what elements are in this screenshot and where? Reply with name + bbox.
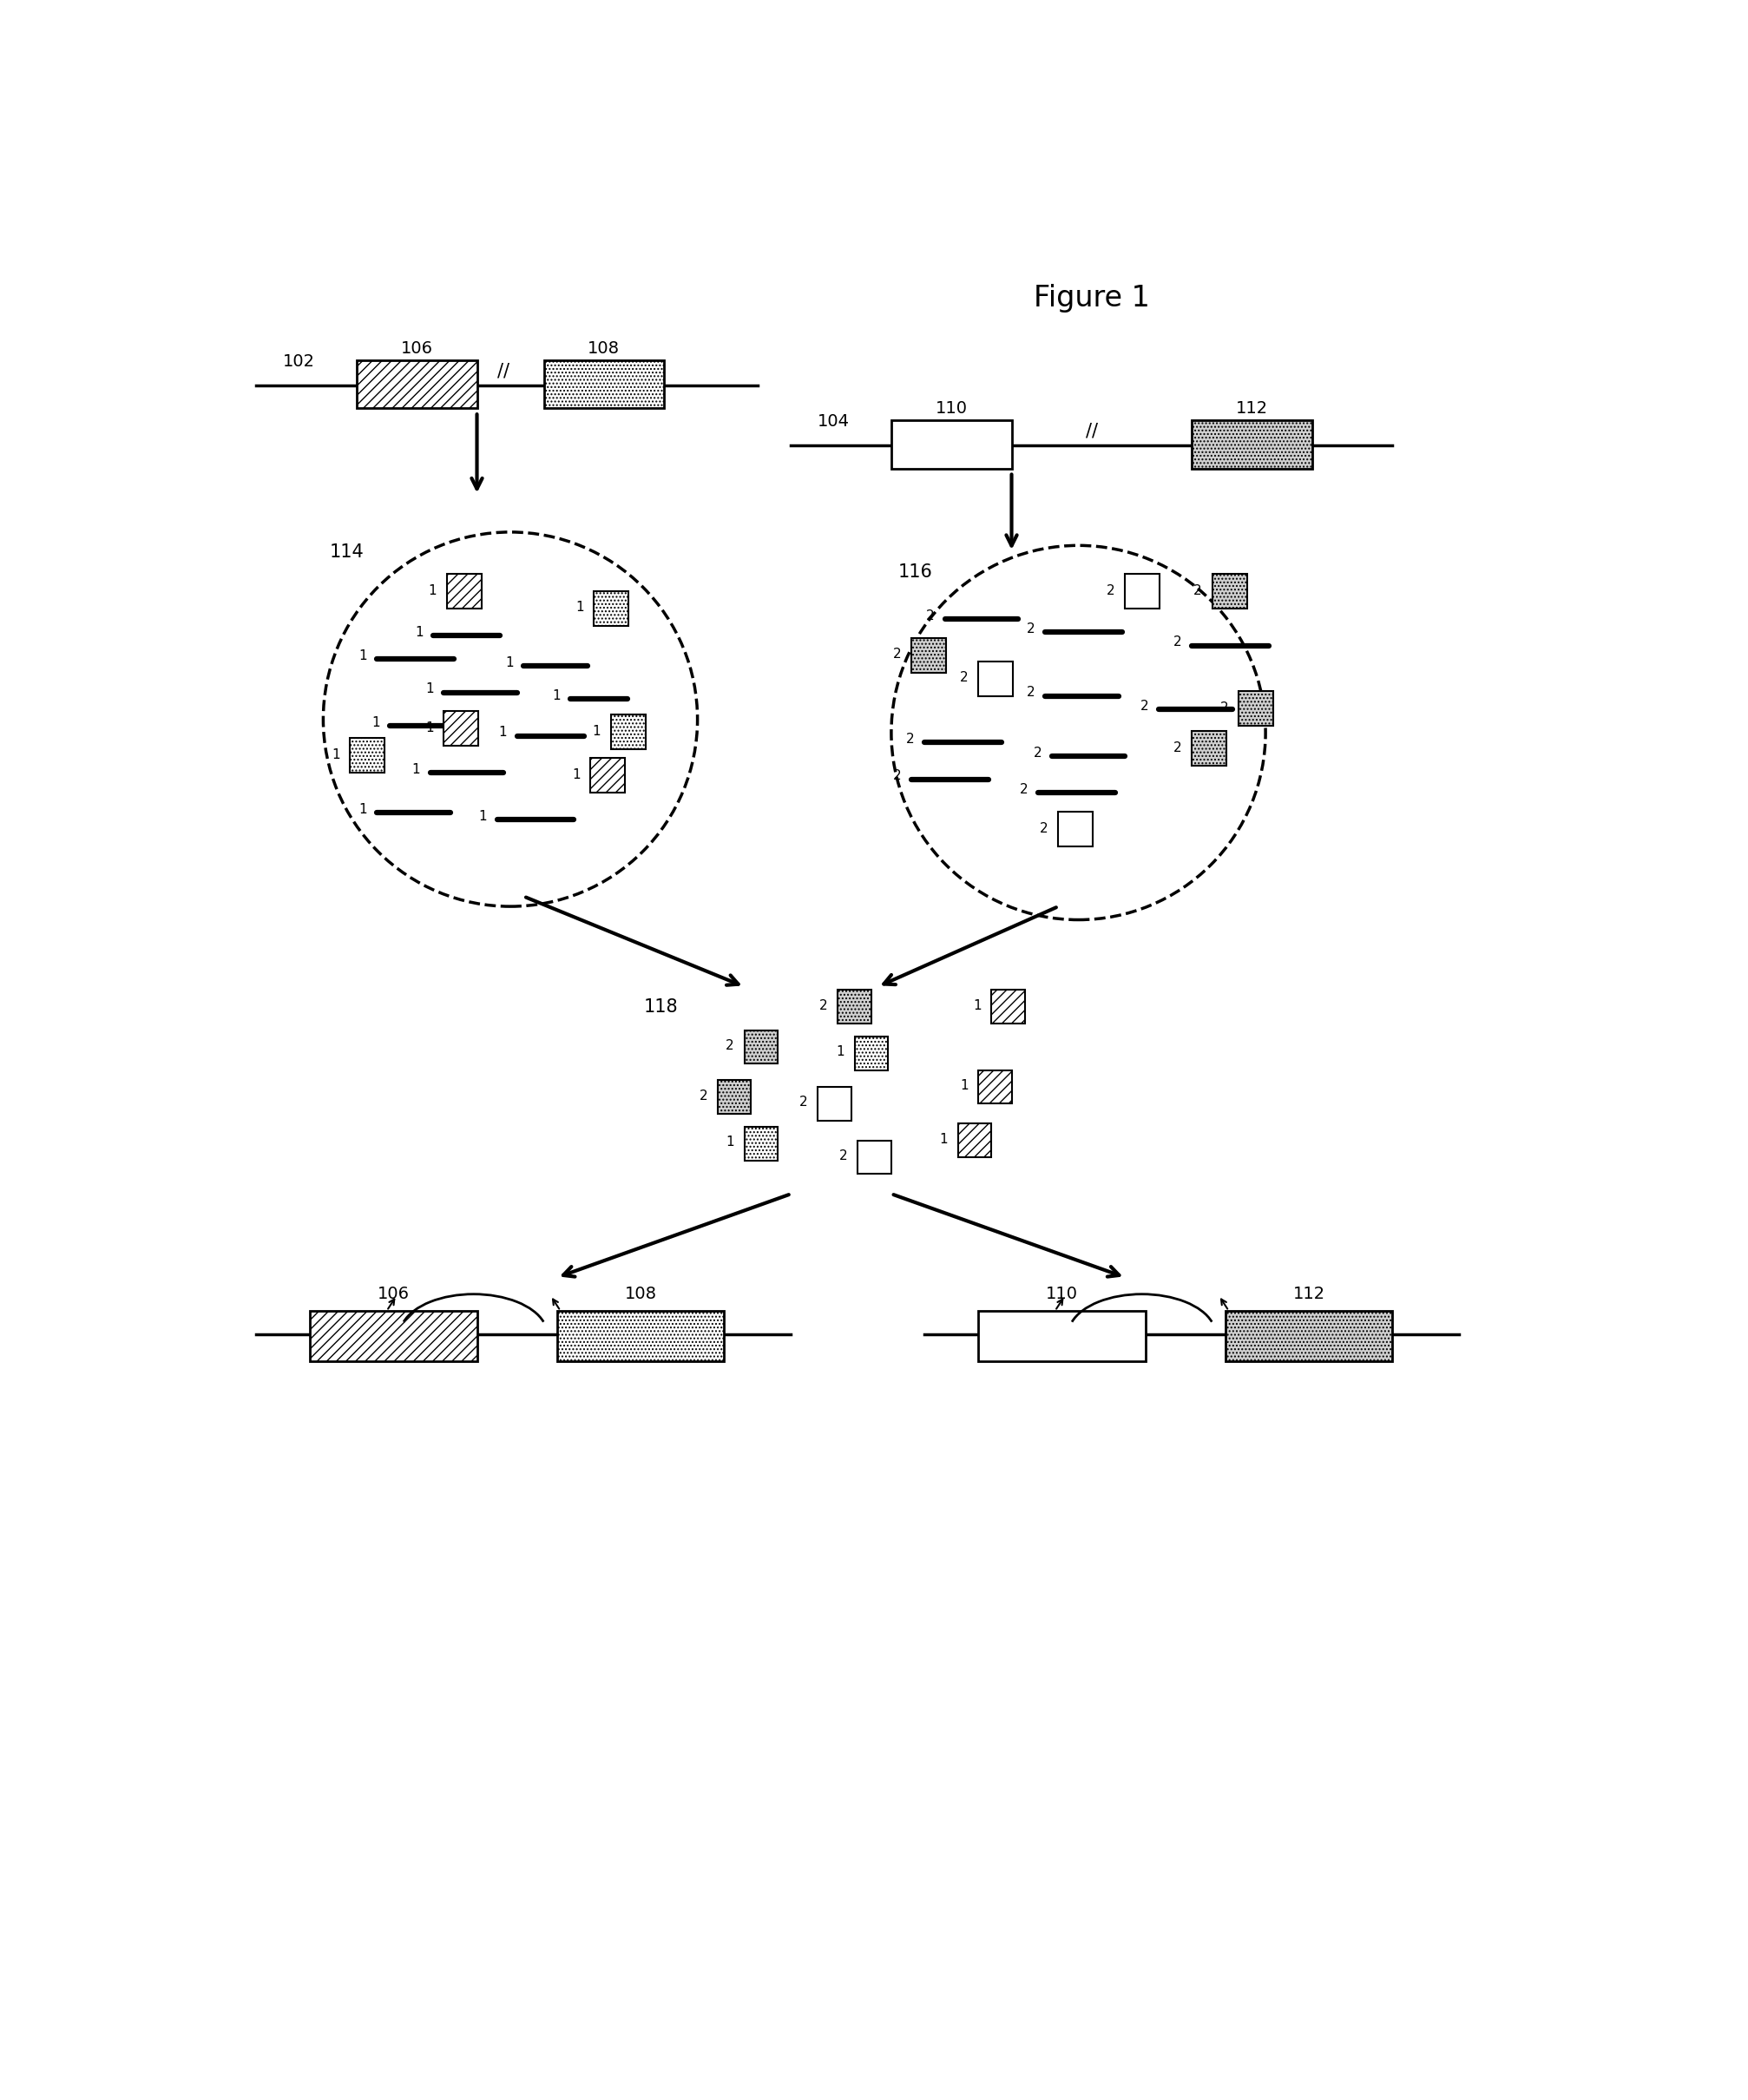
Text: 2: 2 [699,1090,708,1102]
Bar [977,662,1012,695]
Bar [858,1140,891,1174]
Text: 2: 2 [893,649,900,662]
Text: 2: 2 [960,672,968,685]
Text: 110: 110 [1045,1285,1077,1302]
Text: 1: 1 [358,649,367,662]
Text: 112: 112 [1292,1285,1325,1302]
Bar [1211,573,1246,609]
Text: 1: 1 [575,601,584,613]
Text: 106: 106 [378,1285,409,1302]
Text: 2: 2 [905,733,914,746]
Bar [977,1310,1145,1361]
Text: 1: 1 [836,1046,844,1058]
Bar [350,737,385,773]
Text: 2: 2 [1106,584,1115,596]
Text: 2: 2 [1033,746,1042,760]
Text: 1: 1 [505,655,514,670]
Text: 1: 1 [425,682,434,695]
Bar [309,1310,477,1361]
Text: 2: 2 [1019,783,1028,796]
Text: 108: 108 [624,1285,657,1302]
Text: 1: 1 [498,727,507,739]
Text: 2: 2 [820,1000,827,1012]
Text: 2: 2 [1040,821,1047,834]
Bar [1058,811,1092,846]
Text: 104: 104 [818,414,850,430]
Text: 2: 2 [1140,699,1148,712]
Text: 1: 1 [572,769,580,781]
Text: //: // [498,363,509,380]
Text: 2: 2 [1173,741,1182,754]
Bar [745,1128,778,1161]
Text: 2: 2 [926,609,933,622]
Bar [1124,573,1159,609]
Text: 1: 1 [428,584,437,596]
Bar [610,714,645,750]
Bar [855,1037,888,1071]
Text: Figure 1: Figure 1 [1033,284,1148,313]
Text: 102: 102 [283,353,315,370]
Text: 2: 2 [1026,687,1035,699]
Text: 114: 114 [330,544,364,561]
Bar [911,638,946,672]
Text: 1: 1 [425,722,434,735]
Text: 2: 2 [799,1096,808,1109]
Text: 1: 1 [411,762,420,775]
Text: 2: 2 [725,1040,734,1052]
Bar [1225,1310,1391,1361]
Bar [991,989,1024,1023]
Bar [594,590,628,626]
Text: 110: 110 [935,401,967,416]
Text: 106: 106 [400,340,434,357]
Bar [745,1031,778,1063]
Text: 1: 1 [939,1132,947,1147]
Bar [1238,691,1273,727]
Text: 1: 1 [960,1079,968,1092]
Bar [544,361,664,407]
Text: 118: 118 [643,997,678,1016]
Bar [357,361,477,407]
Text: 1: 1 [552,689,559,701]
Bar [837,989,871,1023]
Bar [558,1310,724,1361]
Text: 2: 2 [1194,584,1201,596]
Bar [891,420,1010,468]
Bar [818,1088,851,1119]
Text: 2: 2 [893,769,900,783]
Text: 1: 1 [593,724,600,737]
Bar [591,758,626,794]
Text: 1: 1 [479,811,486,823]
Text: 108: 108 [587,340,619,357]
Bar [977,1071,1010,1105]
Text: 1: 1 [358,802,367,817]
Bar [444,712,477,746]
Text: 2: 2 [839,1149,848,1161]
Bar [717,1079,750,1113]
Text: 112: 112 [1236,401,1267,416]
Bar [1192,731,1225,766]
Text: 1: 1 [972,1000,981,1012]
Bar [447,573,481,609]
Text: 1: 1 [725,1136,734,1149]
Text: 116: 116 [897,563,932,582]
Text: 1: 1 [372,716,379,729]
Text: 1: 1 [414,626,423,638]
Text: 1: 1 [332,748,339,760]
Text: 2: 2 [1026,622,1035,636]
Text: //: // [1086,422,1098,439]
Text: 2: 2 [1173,636,1182,649]
Bar [958,1124,991,1157]
Bar [1192,420,1311,468]
Text: 2: 2 [1220,701,1229,714]
